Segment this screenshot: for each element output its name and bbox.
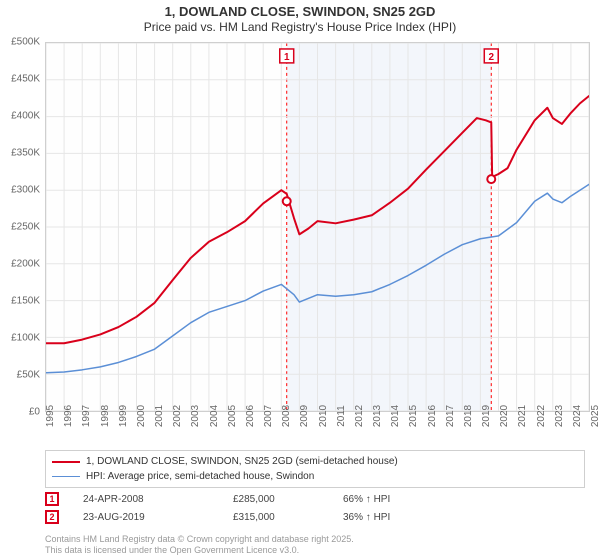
x-tick-label: 1995 [45,405,56,427]
legend-label: 1, DOWLAND CLOSE, SWINDON, SN25 2GD (sem… [86,454,398,469]
sale-price: £315,000 [233,512,333,523]
x-tick-label: 2002 [172,405,183,427]
x-tick-label: 2004 [209,405,220,427]
y-tick-label: £450K [11,74,40,85]
x-tick-label: 2012 [354,405,365,427]
legend-swatch [52,461,80,463]
sales-row: 2 23-AUG-2019 £315,000 36% ↑ HPI [45,508,585,526]
y-tick-label: £50K [17,370,40,381]
chart-titles: 1, DOWLAND CLOSE, SWINDON, SN25 2GD Pric… [0,0,600,35]
sale-marker-icon: 2 [45,510,59,524]
svg-text:2: 2 [488,52,494,63]
x-tick-label: 2014 [390,405,401,427]
legend-swatch [52,476,80,477]
sales-table: 1 24-APR-2008 £285,000 66% ↑ HPI 2 23-AU… [45,490,585,526]
y-tick-label: £250K [11,222,40,233]
x-tick-label: 2009 [299,405,310,427]
chart-plot-area: 12 [45,42,590,412]
sale-marker-icon: 1 [45,492,59,506]
sales-row: 1 24-APR-2008 £285,000 66% ↑ HPI [45,490,585,508]
y-tick-label: £300K [11,185,40,196]
y-tick-label: £0 [29,407,40,418]
y-tick-label: £500K [11,37,40,48]
chart-title-subtitle: Price paid vs. HM Land Registry's House … [0,20,600,35]
x-tick-label: 1999 [118,405,129,427]
x-tick-label: 2018 [463,405,474,427]
x-tick-label: 2001 [154,405,165,427]
x-tick-label: 2005 [227,405,238,427]
y-tick-label: £100K [11,333,40,344]
y-tick-label: £400K [11,111,40,122]
x-tick-label: 2020 [499,405,510,427]
x-tick-label: 1996 [63,405,74,427]
x-tick-label: 2010 [318,405,329,427]
x-tick-label: 2023 [554,405,565,427]
sale-date: 24-APR-2008 [83,494,223,505]
x-tick-label: 2024 [572,405,583,427]
legend-row: HPI: Average price, semi-detached house,… [52,469,578,484]
x-tick-label: 1997 [81,405,92,427]
x-tick-label: 2019 [481,405,492,427]
x-tick-label: 1998 [100,405,111,427]
x-tick-label: 2006 [245,405,256,427]
sale-date: 23-AUG-2019 [83,512,223,523]
y-axis-labels: £0£50K£100K£150K£200K£250K£300K£350K£400… [0,42,44,412]
y-tick-label: £150K [11,296,40,307]
x-tick-label: 2015 [408,405,419,427]
sale-price: £285,000 [233,494,333,505]
legend-label: HPI: Average price, semi-detached house,… [86,469,314,484]
sale-delta: 66% ↑ HPI [343,494,483,505]
chart-svg: 12 [46,43,589,411]
chart-title-address: 1, DOWLAND CLOSE, SWINDON, SN25 2GD [0,4,600,20]
x-tick-label: 2025 [590,405,600,427]
x-tick-label: 2008 [281,405,292,427]
x-tick-label: 2022 [536,405,547,427]
footer-line: This data is licensed under the Open Gov… [45,545,585,556]
chart-footer: Contains HM Land Registry data © Crown c… [45,534,585,556]
y-tick-label: £200K [11,259,40,270]
price-chart-card: 1, DOWLAND CLOSE, SWINDON, SN25 2GD Pric… [0,0,600,560]
y-tick-label: £350K [11,148,40,159]
x-tick-label: 2013 [372,405,383,427]
x-tick-label: 2021 [517,405,528,427]
svg-text:1: 1 [284,52,290,63]
x-tick-label: 2000 [136,405,147,427]
x-tick-label: 2011 [336,405,347,427]
x-tick-label: 2016 [427,405,438,427]
x-tick-label: 2017 [445,405,456,427]
x-tick-label: 2003 [190,405,201,427]
footer-line: Contains HM Land Registry data © Crown c… [45,534,585,545]
sale-delta: 36% ↑ HPI [343,512,483,523]
chart-legend: 1, DOWLAND CLOSE, SWINDON, SN25 2GD (sem… [45,450,585,488]
legend-row: 1, DOWLAND CLOSE, SWINDON, SN25 2GD (sem… [52,454,578,469]
x-tick-label: 2007 [263,405,274,427]
